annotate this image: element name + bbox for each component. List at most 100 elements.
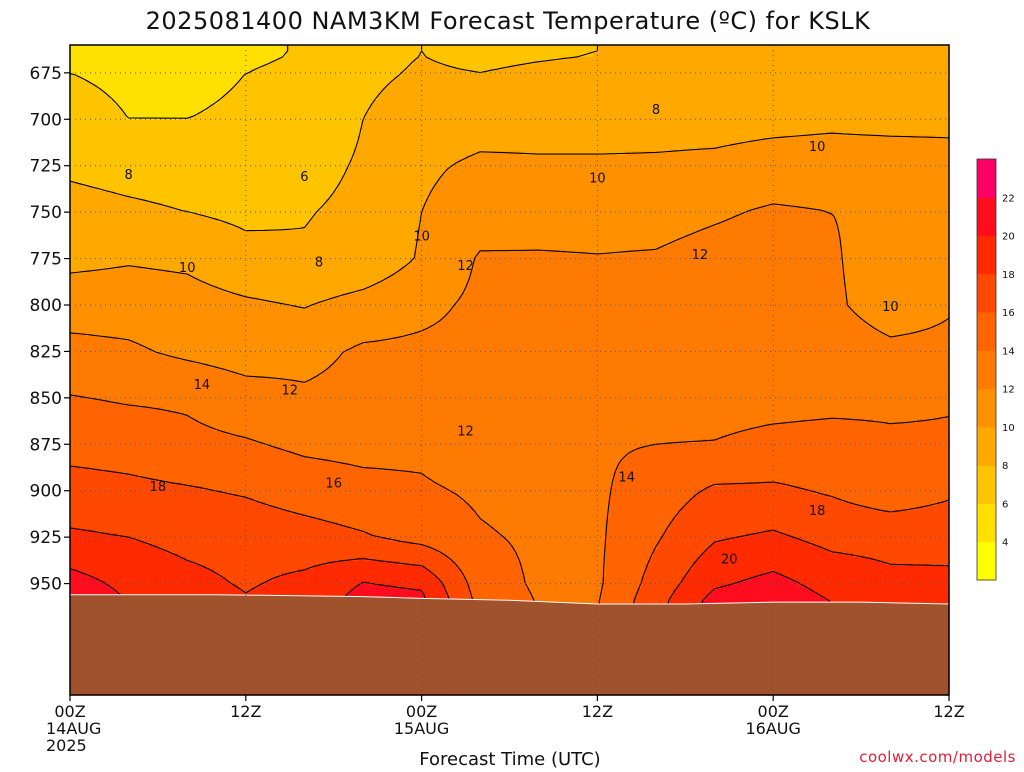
temperature-cell — [533, 131, 539, 137]
temperature-cell — [189, 104, 195, 109]
temperature-cell — [301, 96, 307, 101]
temperature-cell — [725, 45, 730, 50]
temperature-cell — [933, 96, 938, 101]
temperature-cell — [505, 45, 511, 50]
temperature-cell — [893, 115, 898, 121]
temperature-cell — [333, 100, 339, 105]
temperature-cell — [793, 88, 798, 93]
temperature-cell — [237, 104, 243, 109]
temperature-cell — [849, 45, 854, 50]
temperature-cell — [113, 68, 119, 74]
temperature-cell — [641, 68, 646, 74]
temperature-cell — [629, 119, 634, 125]
temperature-cell — [89, 115, 95, 121]
temperature-cell — [381, 45, 387, 50]
temperature-cell — [509, 111, 515, 117]
temperature-cell — [677, 92, 682, 97]
temperature-cell — [497, 131, 503, 137]
temperature-cell — [301, 127, 307, 133]
temperature-cell — [405, 96, 411, 101]
temperature-cell — [161, 56, 167, 62]
temperature-cell — [229, 100, 235, 105]
temperature-cell — [369, 80, 375, 85]
temperature-cell — [357, 48, 363, 54]
temperature-cell — [561, 131, 567, 137]
temperature-cell — [417, 84, 423, 89]
temperature-cell — [229, 92, 235, 97]
temperature-cell — [345, 48, 351, 54]
temperature-cell — [377, 45, 383, 50]
temperature-cell — [469, 72, 475, 78]
temperature-cell — [929, 48, 934, 54]
temperature-cell — [409, 48, 415, 54]
temperature-cell — [169, 72, 175, 78]
temperature-cell — [441, 123, 447, 129]
temperature-cell — [893, 72, 898, 78]
temperature-cell — [865, 56, 870, 62]
temperature-cell — [845, 76, 850, 82]
temperature-cell — [289, 100, 295, 105]
temperature-cell — [313, 108, 319, 113]
temperature-cell — [777, 108, 782, 113]
temperature-cell — [441, 56, 447, 62]
temperature-cell — [485, 48, 491, 54]
temperature-cell — [565, 76, 571, 82]
temperature-cell — [933, 68, 938, 74]
temperature-cell — [413, 111, 419, 117]
temperature-cell — [937, 84, 942, 89]
temperature-cell — [857, 108, 862, 113]
temperature-cell — [929, 60, 934, 66]
temperature-cell — [941, 104, 946, 109]
temperature-cell — [917, 84, 922, 89]
temperature-cell — [581, 84, 587, 89]
temperature-cell — [301, 111, 307, 117]
temperature-cell — [861, 92, 866, 97]
temperature-cell — [713, 108, 718, 113]
temperature-cell — [537, 88, 543, 93]
temperature-cell — [381, 84, 387, 89]
temperature-cell — [81, 48, 87, 54]
temperature-cell — [485, 104, 491, 109]
temperature-cell — [873, 64, 878, 70]
temperature-cell — [653, 64, 658, 70]
temperature-cell — [593, 115, 598, 121]
temperature-cell — [821, 96, 826, 101]
temperature-cell — [733, 76, 738, 82]
temperature-cell — [209, 108, 215, 113]
temperature-cell — [77, 60, 83, 66]
temperature-cell — [701, 104, 706, 109]
temperature-cell — [921, 68, 926, 74]
temperature-cell — [589, 92, 595, 97]
temperature-cell — [273, 111, 279, 117]
temperature-cell — [593, 96, 598, 101]
temperature-cell — [733, 72, 738, 78]
temperature-cell — [245, 123, 251, 129]
temperature-cell — [85, 45, 91, 50]
temperature-cell — [609, 100, 614, 105]
temperature-cell — [297, 56, 303, 62]
temperature-cell — [909, 119, 914, 125]
temperature-cell — [413, 104, 419, 109]
temperature-cell — [153, 76, 159, 82]
temperature-cell — [497, 100, 503, 105]
temperature-cell — [521, 96, 527, 101]
temperature-cell — [133, 45, 139, 50]
temperature-cell — [541, 76, 547, 82]
temperature-cell — [413, 80, 419, 85]
temperature-cell — [661, 88, 666, 93]
temperature-cell — [773, 92, 778, 97]
temperature-cell — [637, 108, 642, 113]
temperature-cell — [453, 119, 459, 125]
temperature-cell — [849, 84, 854, 89]
temperature-cell — [417, 48, 423, 54]
temperature-cell — [713, 60, 718, 66]
temperature-cell — [613, 92, 618, 97]
temperature-cell — [697, 60, 702, 66]
temperature-cell — [801, 84, 806, 89]
temperature-cell — [237, 115, 243, 121]
temperature-cell — [417, 131, 423, 137]
temperature-cell — [341, 96, 347, 101]
temperature-cell — [217, 56, 223, 62]
temperature-cell — [425, 84, 431, 89]
temperature-cell — [745, 60, 750, 66]
